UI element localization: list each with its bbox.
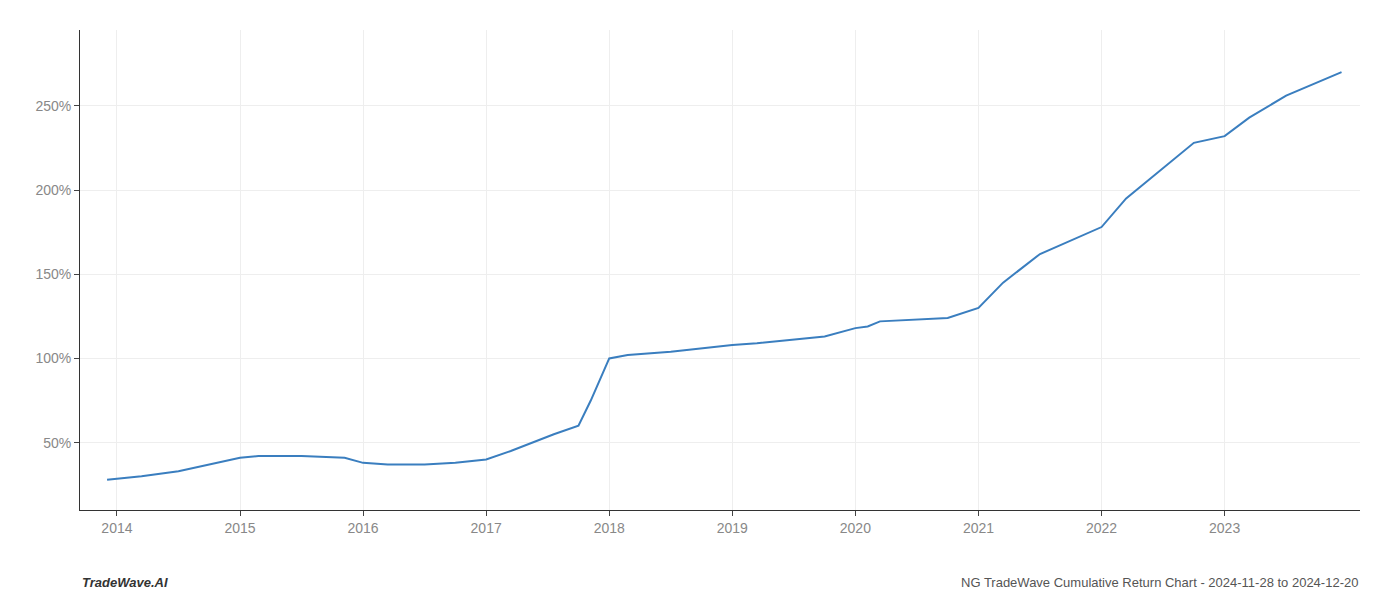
svg-text:2022: 2022 [1086,520,1117,536]
svg-text:2019: 2019 [717,520,748,536]
svg-text:2017: 2017 [471,520,502,536]
svg-text:2021: 2021 [963,520,994,536]
svg-text:100%: 100% [35,350,71,366]
svg-text:2015: 2015 [224,520,255,536]
svg-text:2023: 2023 [1209,520,1240,536]
svg-text:250%: 250% [35,98,71,114]
svg-text:150%: 150% [35,266,71,282]
svg-text:TradeWave.AI: TradeWave.AI [82,575,168,590]
svg-text:2020: 2020 [840,520,871,536]
svg-text:50%: 50% [43,435,71,451]
svg-text:NG TradeWave Cumulative Return: NG TradeWave Cumulative Return Chart - 2… [961,575,1358,590]
svg-text:2018: 2018 [594,520,625,536]
svg-text:200%: 200% [35,182,71,198]
svg-text:2014: 2014 [101,520,132,536]
svg-text:2016: 2016 [348,520,379,536]
